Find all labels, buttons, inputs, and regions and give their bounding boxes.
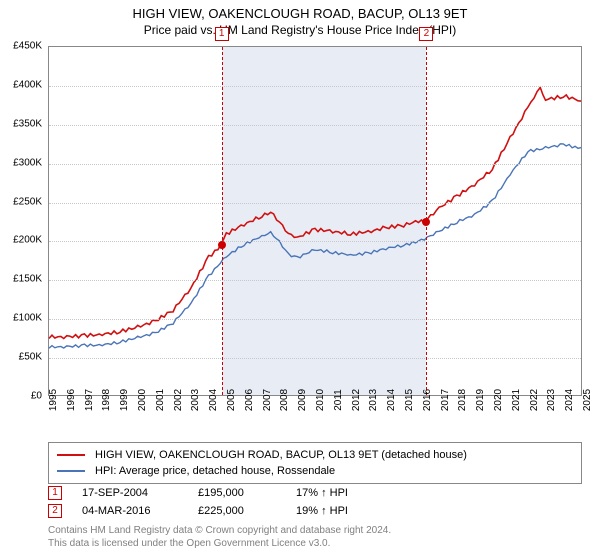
sale-dot — [422, 218, 430, 226]
x-tick-label: 1998 — [101, 389, 112, 411]
sale-marker-1: 1 — [48, 486, 62, 500]
x-tick-label: 2017 — [440, 389, 451, 411]
x-tick-label: 1995 — [48, 389, 59, 411]
y-tick-label: £200K — [13, 235, 42, 246]
plot-area: 12 — [48, 46, 582, 396]
x-axis-labels: 1995199619971998199920002001200220032004… — [48, 398, 582, 444]
x-tick-label: 2012 — [351, 389, 362, 411]
footer-line2: This data is licensed under the Open Gov… — [48, 537, 582, 550]
y-tick-label: £100K — [13, 313, 42, 324]
gridline — [49, 203, 581, 204]
y-axis-labels: £0£50K£100K£150K£200K£250K£300K£350K£400… — [0, 46, 46, 396]
legend-swatch — [57, 454, 85, 456]
legend-item-property: HIGH VIEW, OAKENCLOUGH ROAD, BACUP, OL13… — [57, 447, 573, 463]
y-tick-label: £450K — [13, 41, 42, 52]
sale-price: £225,000 — [198, 505, 288, 517]
sales-row: 1 17-SEP-2004 £195,000 17% ↑ HPI — [48, 484, 582, 502]
y-tick-label: £250K — [13, 196, 42, 207]
x-tick-label: 2016 — [422, 389, 433, 411]
gridline — [49, 241, 581, 242]
y-tick-label: £150K — [13, 274, 42, 285]
x-tick-label: 2007 — [262, 389, 273, 411]
sale-date: 17-SEP-2004 — [70, 487, 190, 499]
legend-label: HPI: Average price, detached house, Ross… — [95, 465, 335, 477]
x-tick-label: 2008 — [279, 389, 290, 411]
x-tick-label: 2010 — [315, 389, 326, 411]
x-tick-label: 2011 — [333, 389, 344, 411]
sale-dot — [218, 241, 226, 249]
gridline — [49, 164, 581, 165]
chart-subtitle: Price paid vs. HM Land Registry's House … — [0, 23, 600, 37]
sale-hpi: 19% ↑ HPI — [296, 505, 406, 517]
line-series — [49, 47, 581, 395]
y-tick-label: £350K — [13, 118, 42, 129]
x-tick-label: 2024 — [564, 389, 575, 411]
x-tick-label: 2013 — [368, 389, 379, 411]
x-tick-label: 2000 — [137, 389, 148, 411]
legend: HIGH VIEW, OAKENCLOUGH ROAD, BACUP, OL13… — [48, 442, 582, 484]
x-tick-label: 2023 — [546, 389, 557, 411]
y-tick-label: £300K — [13, 157, 42, 168]
x-tick-label: 2018 — [457, 389, 468, 411]
x-tick-label: 2001 — [155, 389, 166, 411]
gridline — [49, 319, 581, 320]
footer-line1: Contains HM Land Registry data © Crown c… — [48, 524, 582, 537]
gridline — [49, 125, 581, 126]
sales-table: 1 17-SEP-2004 £195,000 17% ↑ HPI 2 04-MA… — [48, 484, 582, 520]
sale-hpi: 17% ↑ HPI — [296, 487, 406, 499]
legend-label: HIGH VIEW, OAKENCLOUGH ROAD, BACUP, OL13… — [95, 449, 467, 461]
sale-date: 04-MAR-2016 — [70, 505, 190, 517]
x-tick-label: 2004 — [208, 389, 219, 411]
x-tick-label: 1997 — [84, 389, 95, 411]
x-tick-label: 2015 — [404, 389, 415, 411]
x-tick-label: 2009 — [297, 389, 308, 411]
series-hpi — [49, 144, 581, 348]
title-block: HIGH VIEW, OAKENCLOUGH ROAD, BACUP, OL13… — [0, 0, 600, 37]
gridline — [49, 358, 581, 359]
sale-marker-box: 1 — [215, 27, 229, 41]
x-tick-label: 2025 — [582, 389, 593, 411]
x-tick-label: 2019 — [475, 389, 486, 411]
sale-marker-line — [222, 47, 223, 395]
sales-row: 2 04-MAR-2016 £225,000 19% ↑ HPI — [48, 502, 582, 520]
legend-swatch — [57, 470, 85, 472]
y-tick-label: £400K — [13, 79, 42, 90]
y-tick-label: £0 — [31, 391, 42, 402]
x-tick-label: 2022 — [529, 389, 540, 411]
legend-item-hpi: HPI: Average price, detached house, Ross… — [57, 463, 573, 479]
gridline — [49, 280, 581, 281]
gridline — [49, 86, 581, 87]
x-tick-label: 2021 — [511, 389, 522, 411]
x-tick-label: 1999 — [119, 389, 130, 411]
chart-title: HIGH VIEW, OAKENCLOUGH ROAD, BACUP, OL13… — [0, 6, 600, 21]
x-tick-label: 2014 — [386, 389, 397, 411]
x-tick-label: 2005 — [226, 389, 237, 411]
sale-marker-2: 2 — [48, 504, 62, 518]
chart-container: HIGH VIEW, OAKENCLOUGH ROAD, BACUP, OL13… — [0, 0, 600, 560]
x-tick-label: 2002 — [173, 389, 184, 411]
x-tick-label: 2003 — [190, 389, 201, 411]
footer: Contains HM Land Registry data © Crown c… — [48, 524, 582, 550]
x-tick-label: 1996 — [66, 389, 77, 411]
y-tick-label: £50K — [19, 352, 42, 363]
sale-marker-box: 2 — [419, 27, 433, 41]
x-tick-label: 2020 — [493, 389, 504, 411]
sale-price: £195,000 — [198, 487, 288, 499]
x-tick-label: 2006 — [244, 389, 255, 411]
